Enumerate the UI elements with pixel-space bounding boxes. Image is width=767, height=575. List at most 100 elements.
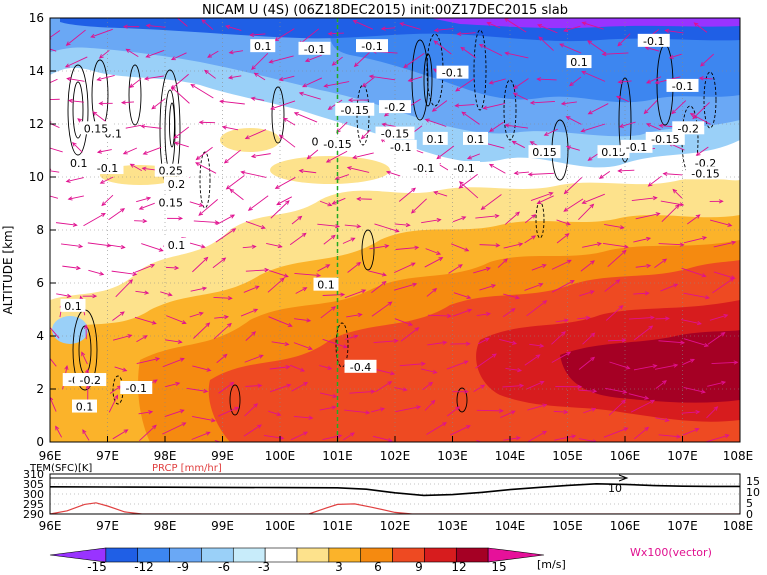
wind-arrow (380, 26, 396, 31)
wind-arrow (603, 427, 629, 438)
wind-arrow (271, 341, 290, 347)
wind-arrow (201, 19, 214, 30)
wind-arrow (662, 171, 683, 176)
wind-arrow (452, 389, 469, 394)
surface-panel: 10 TEM(SFC)[K] PRCP [mm/hr] 310 305 300 … (23, 463, 760, 533)
wind-arrow (394, 387, 408, 392)
wind-arrow (617, 168, 635, 173)
wind-arrow (551, 351, 572, 363)
wind-arrow (134, 316, 157, 325)
wind-arrow (322, 338, 348, 349)
x-tick-label: 101E (322, 449, 353, 463)
wind-arrow (242, 244, 257, 249)
wind-arrow (170, 52, 187, 61)
wind-arrow (368, 74, 396, 81)
colorbar-tick-label: 3 (335, 560, 343, 574)
wind-arrow (424, 257, 444, 268)
wind-arrow (165, 381, 181, 388)
wind-arrow (682, 427, 700, 436)
x-tick-label: 99E (211, 449, 234, 463)
left-tick-label: 305 (23, 478, 44, 491)
wind-arrow (214, 314, 230, 320)
wind-arrow (268, 410, 282, 417)
wind-arrow (605, 305, 624, 321)
wind-arrow (646, 123, 661, 131)
right-tick-label: 0 (746, 508, 753, 521)
wind-arrow (604, 387, 628, 394)
wind-arrow (486, 21, 501, 29)
wind-arrow (604, 223, 625, 230)
contour-label: -0.1 (407, 161, 440, 175)
main-ticks (49, 70, 741, 442)
wind-arrow (323, 81, 350, 88)
contour-label: -0.15 (645, 131, 685, 146)
wind-arrow (165, 265, 180, 271)
wind-arrow (245, 267, 270, 273)
wind-arrow (555, 318, 569, 323)
wind-arrow (513, 170, 530, 176)
contour-label: 0.1 (313, 277, 339, 292)
wind-arrow (553, 409, 569, 415)
contour-label-text: 0.2 (168, 178, 186, 191)
wind-arrow (579, 290, 595, 297)
wind-arrow (82, 429, 90, 441)
x-tick-label: 96E (39, 449, 62, 463)
wind-arrow (530, 192, 554, 202)
wind-arrow (643, 99, 658, 115)
y-tick-label: 14 (29, 64, 44, 78)
wind-arrow (524, 283, 544, 291)
wind-arrow (526, 300, 548, 317)
wind-arrow (342, 432, 355, 441)
wind-arrow (450, 425, 471, 436)
wind-arrow (504, 123, 529, 129)
wind-arrow (476, 312, 491, 317)
wind-arrow (50, 168, 60, 174)
wind-arrow (221, 125, 239, 131)
wind-arrow (295, 287, 308, 294)
wind-arrow (189, 242, 206, 249)
wind-arrow (707, 380, 727, 387)
wind-arrow (214, 439, 222, 442)
colorbar-tick-label: -15 (87, 560, 107, 574)
wind-arrow (122, 24, 140, 29)
wind-arrow (164, 339, 183, 344)
wind-arrow (698, 76, 713, 81)
wind-arrow (488, 78, 506, 85)
wind-arrow (422, 381, 434, 391)
temperature-label: TEM(SFC)[K] (29, 463, 92, 474)
contour-label: 0.1 (164, 237, 189, 252)
wind-arrow (293, 342, 313, 351)
wind-arrow (713, 240, 737, 248)
wind-arrow (543, 128, 558, 136)
wind-arrow (503, 436, 521, 441)
wind-arrow (243, 285, 260, 293)
contour-label: -0.1 (436, 65, 469, 80)
wind-arrow (240, 170, 267, 178)
wind-arrow (394, 318, 414, 326)
wind-arrow (344, 224, 362, 229)
wind-arrow (331, 197, 346, 205)
contour-label-text: 0.15 (84, 122, 109, 135)
wind-arrow (712, 277, 735, 294)
wind-arrow (306, 149, 319, 160)
wind-arrow (602, 243, 629, 249)
contour-label-text: -0.1 (453, 162, 474, 175)
wind-arrow (453, 292, 472, 300)
wind-arrow (356, 196, 372, 202)
wind-arrow (319, 405, 337, 411)
wind-arrow (524, 354, 541, 366)
wind-arrow (709, 199, 724, 204)
wind-arrow (112, 334, 133, 341)
wind-arrow (55, 425, 63, 438)
contour-label: -0.15 (318, 137, 357, 151)
wind-arrow (317, 264, 331, 272)
colorbar-swatch (105, 547, 139, 563)
wind-arrow (268, 55, 294, 64)
wind-arrow (189, 201, 204, 207)
wind-arrow (99, 176, 114, 184)
wind-arrow (554, 434, 577, 441)
contour-label-text: 0.15 (601, 146, 626, 159)
wind-arrow (633, 291, 650, 296)
wind-arrow (578, 356, 596, 370)
wind-arrow (660, 283, 679, 292)
